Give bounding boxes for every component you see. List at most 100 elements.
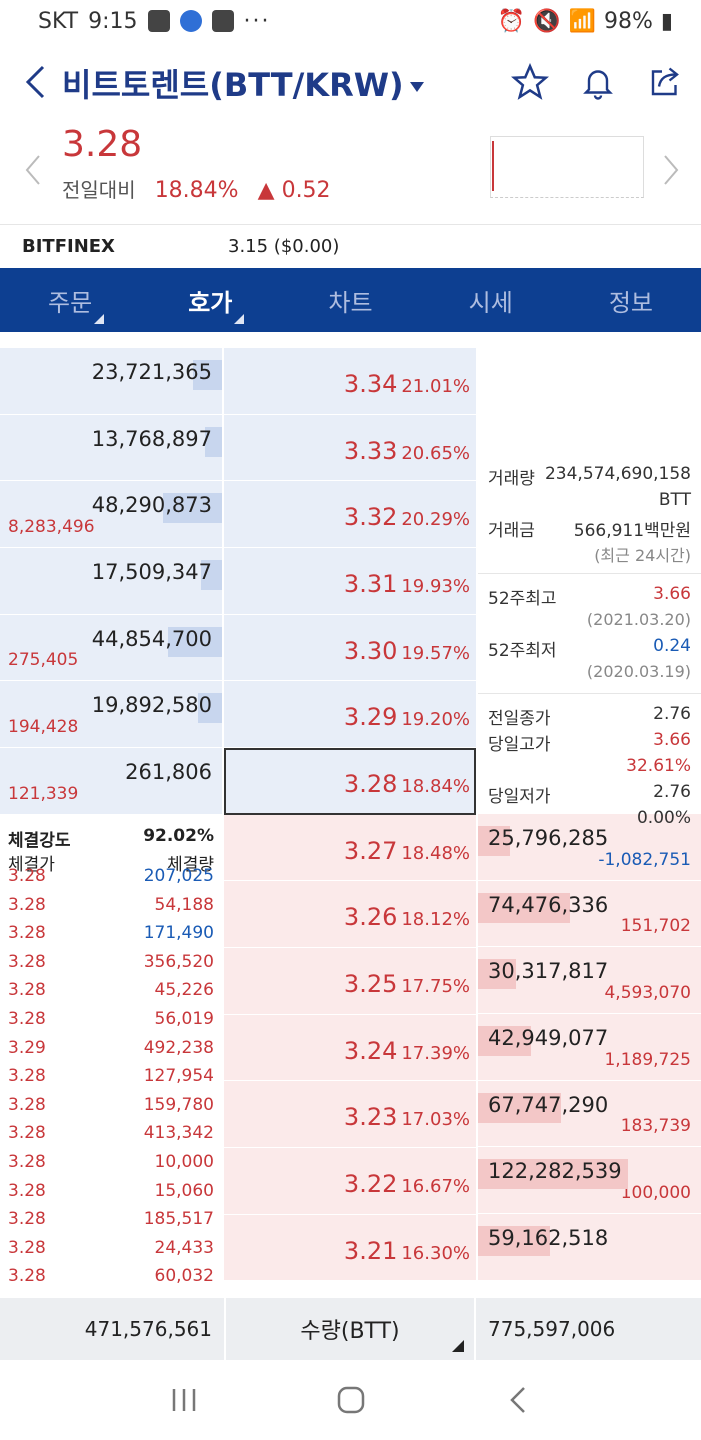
ask-qty-bar	[201, 559, 222, 590]
mini-chart[interactable]	[490, 136, 644, 198]
home-button[interactable]	[321, 1370, 381, 1430]
gallery-icon	[147, 10, 170, 32]
ask-price-row[interactable]: 3.32 20.29%	[224, 481, 476, 548]
bid-row[interactable]: 122,282,539 100,000	[478, 1147, 701, 1214]
ask-row[interactable]: 44,854,700 275,405	[0, 614, 222, 682]
trade-price: 3.28	[8, 1266, 46, 1287]
exchange-reference: BITFINEX 3.15 ($0.00)	[0, 224, 701, 268]
change-amount: ▲ 0.52	[257, 178, 331, 203]
ask-qty-change: 275,405	[8, 650, 79, 671]
price-level: 3.23 17.03%	[344, 1103, 470, 1131]
next-coin-button[interactable]	[656, 148, 686, 192]
bid-total: 775,597,006	[488, 1317, 616, 1341]
tab-label: 정보	[608, 288, 653, 317]
bid-row[interactable]: 25,796,285 -1,082,751	[478, 814, 701, 881]
ask-price-row[interactable]: 3.30 19.57%	[224, 614, 476, 682]
trade-row: 3.29 492,238	[0, 1034, 222, 1063]
tab-info[interactable]: 정보	[561, 268, 701, 332]
ask-row[interactable]: 23,721,365	[0, 348, 222, 415]
trade-price: 3.28	[8, 1008, 46, 1029]
high52-value: 3.66	[653, 584, 691, 604]
bid-price-row[interactable]: 3.22 16.67%	[224, 1147, 476, 1215]
price-level: 3.29 19.20%	[344, 703, 470, 731]
ask-row[interactable]: 13,768,897	[0, 414, 222, 482]
price-rate: 19.57%	[401, 642, 470, 664]
price-level: 3.26 18.12%	[344, 903, 470, 931]
trade-qty-header: 체결량	[167, 855, 214, 875]
tab-order[interactable]: 주문	[0, 268, 140, 332]
price-value: 3.22	[343, 1169, 398, 1198]
recent-apps-icon	[172, 1389, 195, 1411]
bid-qty-bar	[478, 1092, 561, 1123]
system-nav-bar	[0, 1360, 701, 1440]
alert-button[interactable]	[574, 58, 622, 106]
bid-row[interactable]: 30,317,817 4,593,070	[478, 947, 701, 1014]
bid-price-row[interactable]: 3.26 18.12%	[224, 881, 476, 948]
bid-price-row[interactable]: 3.21 16.30%	[224, 1214, 476, 1282]
price-column: 3.34 21.01% 3.33 20.65% 3.32 20.29% 3.31 19.…	[224, 348, 476, 1282]
ask-row[interactable]: 48,290,873 8,283,496	[0, 481, 222, 548]
tab-chart[interactable]: 차트	[280, 268, 420, 332]
bid-row[interactable]: 74,476,336 151,702	[478, 880, 701, 948]
exchange-price: 3.15 ($0.00)	[228, 236, 340, 257]
ask-row[interactable]: 17,509,347	[0, 547, 222, 615]
back-button[interactable]	[18, 58, 54, 106]
high52-label: 52주최고	[488, 589, 557, 609]
trade-row: 3.28 159,780	[0, 1091, 222, 1120]
ask-row[interactable]: 19,892,580 194,428	[0, 681, 222, 748]
ask-price-row[interactable]: 3.34 21.01%	[224, 348, 476, 415]
trade-row: 3.28 24,433	[0, 1234, 222, 1263]
trade-qty: 207,025	[143, 866, 214, 886]
ask-price-row[interactable]: 3.31 19.93%	[224, 547, 476, 615]
trade-qty: 413,342	[143, 1123, 214, 1144]
ask-row[interactable]: 261,806 121,339	[0, 747, 222, 815]
recent-trades[interactable]: 체결강도 92.02% 체결가 체결량 3.28 207,025 3.28 54,18…	[0, 816, 222, 1298]
share-button[interactable]	[641, 58, 689, 106]
bid-qty-bar	[478, 826, 510, 856]
price-value: 3.32	[343, 503, 398, 532]
price-value: 3.24	[343, 1036, 398, 1065]
bid-price-row[interactable]: 3.25 17.75%	[224, 947, 476, 1015]
price-value: 3.27	[343, 836, 398, 865]
coin-selector[interactable]: 비트토렌트(BTT/KRW)	[62, 60, 424, 106]
trade-price: 3.28	[8, 866, 46, 886]
divider	[478, 686, 701, 694]
unit-selector[interactable]: 수량(BTT)	[224, 1298, 476, 1360]
amount-label: 거래금	[488, 521, 535, 541]
trade-qty: 60,032	[154, 1266, 214, 1287]
prev-coin-button[interactable]	[18, 148, 48, 192]
mini-chart-line	[492, 141, 494, 191]
trade-price: 3.28	[8, 894, 46, 915]
favorite-button[interactable]	[506, 58, 554, 106]
low52-date: (2020.03.19)	[586, 662, 691, 681]
system-back-button[interactable]	[488, 1370, 548, 1430]
order-book[interactable]: 23,721,365 13,768,897 48,290,873 8,283,49…	[0, 332, 701, 1298]
recent-apps-button[interactable]	[154, 1370, 214, 1430]
bid-row[interactable]: 67,747,290 183,739	[478, 1080, 701, 1148]
market-info: 거래량 234,574,690,158 BTT 거래금 566,911백만원 (최근…	[478, 462, 701, 832]
volume-value: 234,574,690,158	[544, 464, 691, 484]
ask-price-row[interactable]: 3.29 19.20%	[224, 681, 476, 748]
bid-row[interactable]: 42,949,077 1,189,725	[478, 1013, 701, 1081]
tab-orderbook[interactable]: 호가	[140, 268, 280, 332]
change-label: 전일대비	[62, 178, 136, 202]
bid-price-row[interactable]: 3.27 18.48%	[224, 814, 476, 882]
tab-quotes[interactable]: 시세	[421, 268, 561, 332]
current-price-row[interactable]: 3.28 18.84%	[224, 747, 476, 815]
bid-row[interactable]: 59,162,518	[478, 1213, 701, 1281]
ask-price-row[interactable]: 3.33 20.65%	[224, 414, 476, 482]
chevron-right-icon	[664, 155, 679, 185]
trade-row: 3.28 127,954	[0, 1062, 222, 1091]
bid-price-row[interactable]: 3.23 17.03%	[224, 1081, 476, 1148]
trade-price: 3.28	[8, 1066, 46, 1087]
share-icon	[651, 67, 679, 96]
ask-qty-column: 23,721,365 13,768,897 48,290,873 8,283,49…	[0, 348, 222, 815]
price-rate: 17.39%	[401, 1042, 470, 1064]
title-bar: 비트토렌트(BTT/KRW)	[0, 52, 701, 112]
price-level: 3.28 18.84%	[344, 770, 470, 798]
high52-date: (2021.03.20)	[586, 610, 691, 629]
price-level: 3.24 17.39%	[344, 1037, 470, 1065]
strength-label: 체결강도	[8, 831, 71, 851]
price-value: 3.30	[343, 636, 398, 665]
bid-price-row[interactable]: 3.24 17.39%	[224, 1014, 476, 1082]
